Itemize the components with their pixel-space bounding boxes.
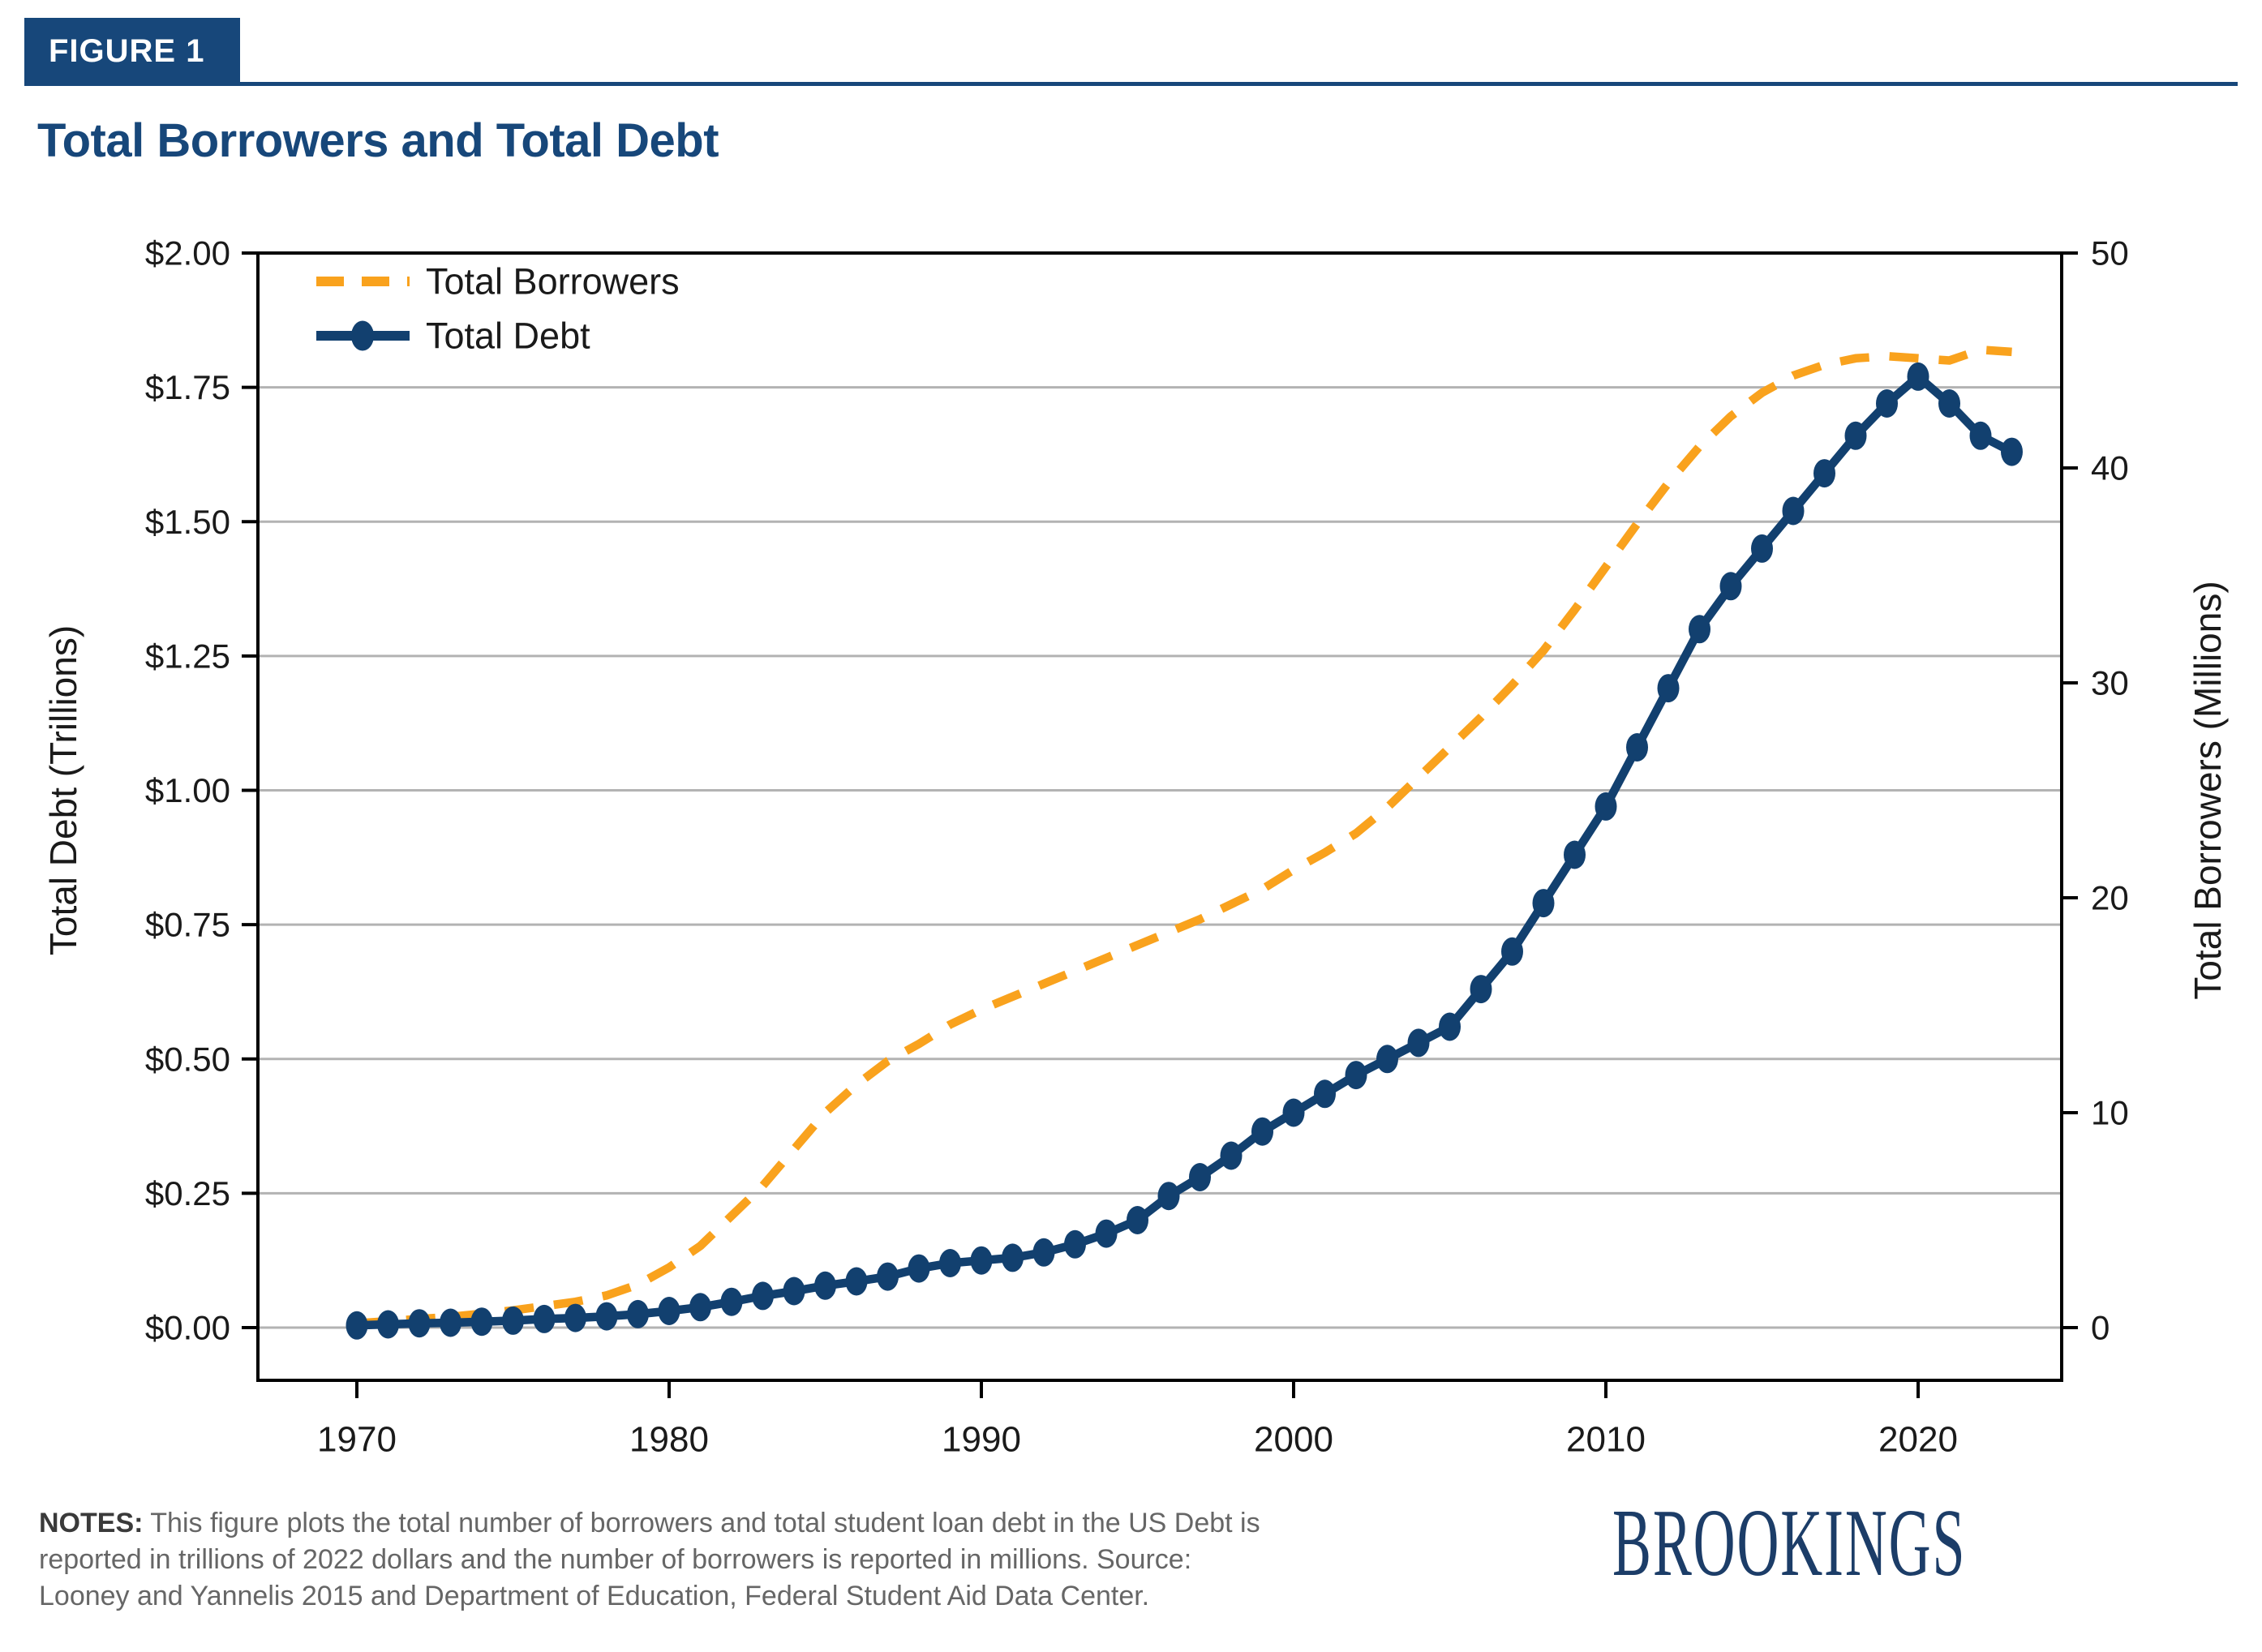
data-point-marker xyxy=(1002,1243,1024,1272)
right-axis-title: Total Borrowers (Millions) xyxy=(2187,581,2229,999)
data-point-marker xyxy=(1844,421,1867,450)
data-point-marker xyxy=(2001,437,2023,466)
header-rule xyxy=(24,82,2238,86)
data-point-marker xyxy=(1189,1163,1211,1191)
left-tick-label: $0.00 xyxy=(145,1309,230,1347)
total-debt-line xyxy=(356,372,2014,1330)
data-point-marker xyxy=(502,1306,524,1335)
x-tick-label: 1970 xyxy=(317,1420,397,1460)
notes: NOTES: This figure plots the total numbe… xyxy=(39,1505,1272,1615)
brookings-logo: BROOKINGS xyxy=(1612,1491,1967,1597)
left-axis-title: Total Debt (Trillions) xyxy=(42,625,84,955)
data-point-marker xyxy=(1501,937,1523,966)
page-title: Total Borrowers and Total Debt xyxy=(37,114,719,167)
x-tick-label: 2010 xyxy=(1566,1420,1646,1460)
data-point-marker xyxy=(720,1287,743,1316)
x-tick-label: 1990 xyxy=(942,1420,1021,1460)
data-point-marker xyxy=(1282,1098,1305,1127)
x-tick-label: 2020 xyxy=(1878,1420,1958,1460)
data-point-marker xyxy=(908,1254,930,1283)
data-point-marker xyxy=(689,1293,711,1322)
data-point-marker xyxy=(1876,389,1898,418)
data-point-marker xyxy=(1969,421,1992,450)
data-point-marker xyxy=(1564,840,1586,869)
data-point-marker xyxy=(470,1307,493,1337)
data-point-marker xyxy=(1938,389,1960,418)
notes-label: NOTES: xyxy=(39,1508,144,1538)
data-point-marker xyxy=(845,1267,868,1296)
data-point-marker xyxy=(1345,1061,1367,1090)
right-tick-label: 0 xyxy=(2091,1309,2110,1347)
data-point-marker xyxy=(1626,733,1648,762)
left-tick-label: $0.25 xyxy=(145,1174,230,1212)
data-point-marker xyxy=(1595,792,1617,821)
notes-text: This figure plots the total number of bo… xyxy=(39,1508,1260,1611)
data-point-marker xyxy=(1064,1229,1086,1259)
data-point-marker xyxy=(1095,1219,1118,1248)
data-point-marker xyxy=(1251,1117,1273,1146)
right-tick-label: 50 xyxy=(2091,234,2129,272)
data-point-marker xyxy=(1751,534,1773,563)
data-point-marker xyxy=(1532,889,1555,918)
data-point-marker xyxy=(1220,1141,1243,1170)
left-tick-label: $1.50 xyxy=(145,503,230,541)
data-point-marker xyxy=(814,1271,836,1300)
data-point-marker xyxy=(346,1311,368,1340)
data-point-marker xyxy=(1907,362,1929,391)
data-point-marker xyxy=(1470,975,1492,1004)
right-tick-label: 20 xyxy=(2091,879,2129,917)
legend-marker xyxy=(351,320,374,351)
x-tick-label: 2000 xyxy=(1254,1420,1333,1460)
plot-border xyxy=(256,251,2063,1382)
data-point-marker xyxy=(627,1299,649,1328)
left-tick-label: $1.75 xyxy=(145,368,230,406)
legend-label: Total Borrowers xyxy=(426,261,680,303)
data-point-marker xyxy=(408,1309,431,1338)
right-tick-label: 10 xyxy=(2091,1094,2129,1132)
data-point-marker xyxy=(1407,1028,1430,1058)
left-tick-label: $1.25 xyxy=(145,637,230,675)
data-point-marker xyxy=(1157,1182,1180,1211)
data-point-marker xyxy=(1657,674,1680,703)
data-point-marker xyxy=(783,1277,805,1306)
data-point-marker xyxy=(1032,1238,1055,1267)
data-point-marker xyxy=(970,1246,993,1275)
data-point-marker xyxy=(939,1249,961,1277)
data-point-marker xyxy=(658,1297,680,1325)
data-point-marker xyxy=(1439,1012,1461,1041)
data-point-marker xyxy=(1689,615,1710,644)
x-tick-label: 1980 xyxy=(629,1420,709,1460)
legend-label: Total Debt xyxy=(426,315,590,357)
data-point-marker xyxy=(1782,496,1805,526)
data-point-marker xyxy=(1314,1079,1336,1109)
figure-badge-label: FIGURE 1 xyxy=(49,33,205,69)
data-point-marker xyxy=(1719,572,1742,601)
right-tick-label: 30 xyxy=(2091,664,2129,702)
data-point-marker xyxy=(377,1310,399,1339)
left-tick-label: $1.00 xyxy=(145,771,230,809)
data-point-marker xyxy=(1376,1045,1398,1074)
data-point-marker xyxy=(564,1303,586,1332)
data-point-marker xyxy=(595,1302,618,1331)
figure-badge: FIGURE 1 xyxy=(24,18,240,85)
data-point-marker xyxy=(1813,459,1835,488)
total-borrowers-line xyxy=(356,345,2012,1328)
left-tick-label: $2.00 xyxy=(145,234,230,272)
data-point-marker xyxy=(440,1308,461,1337)
data-point-marker xyxy=(752,1281,774,1311)
right-tick-label: 40 xyxy=(2091,449,2129,487)
data-point-marker xyxy=(533,1304,556,1333)
left-tick-label: $0.75 xyxy=(145,906,230,944)
data-point-marker xyxy=(1127,1206,1148,1234)
left-tick-label: $0.50 xyxy=(145,1040,230,1078)
data-point-marker xyxy=(877,1262,899,1291)
